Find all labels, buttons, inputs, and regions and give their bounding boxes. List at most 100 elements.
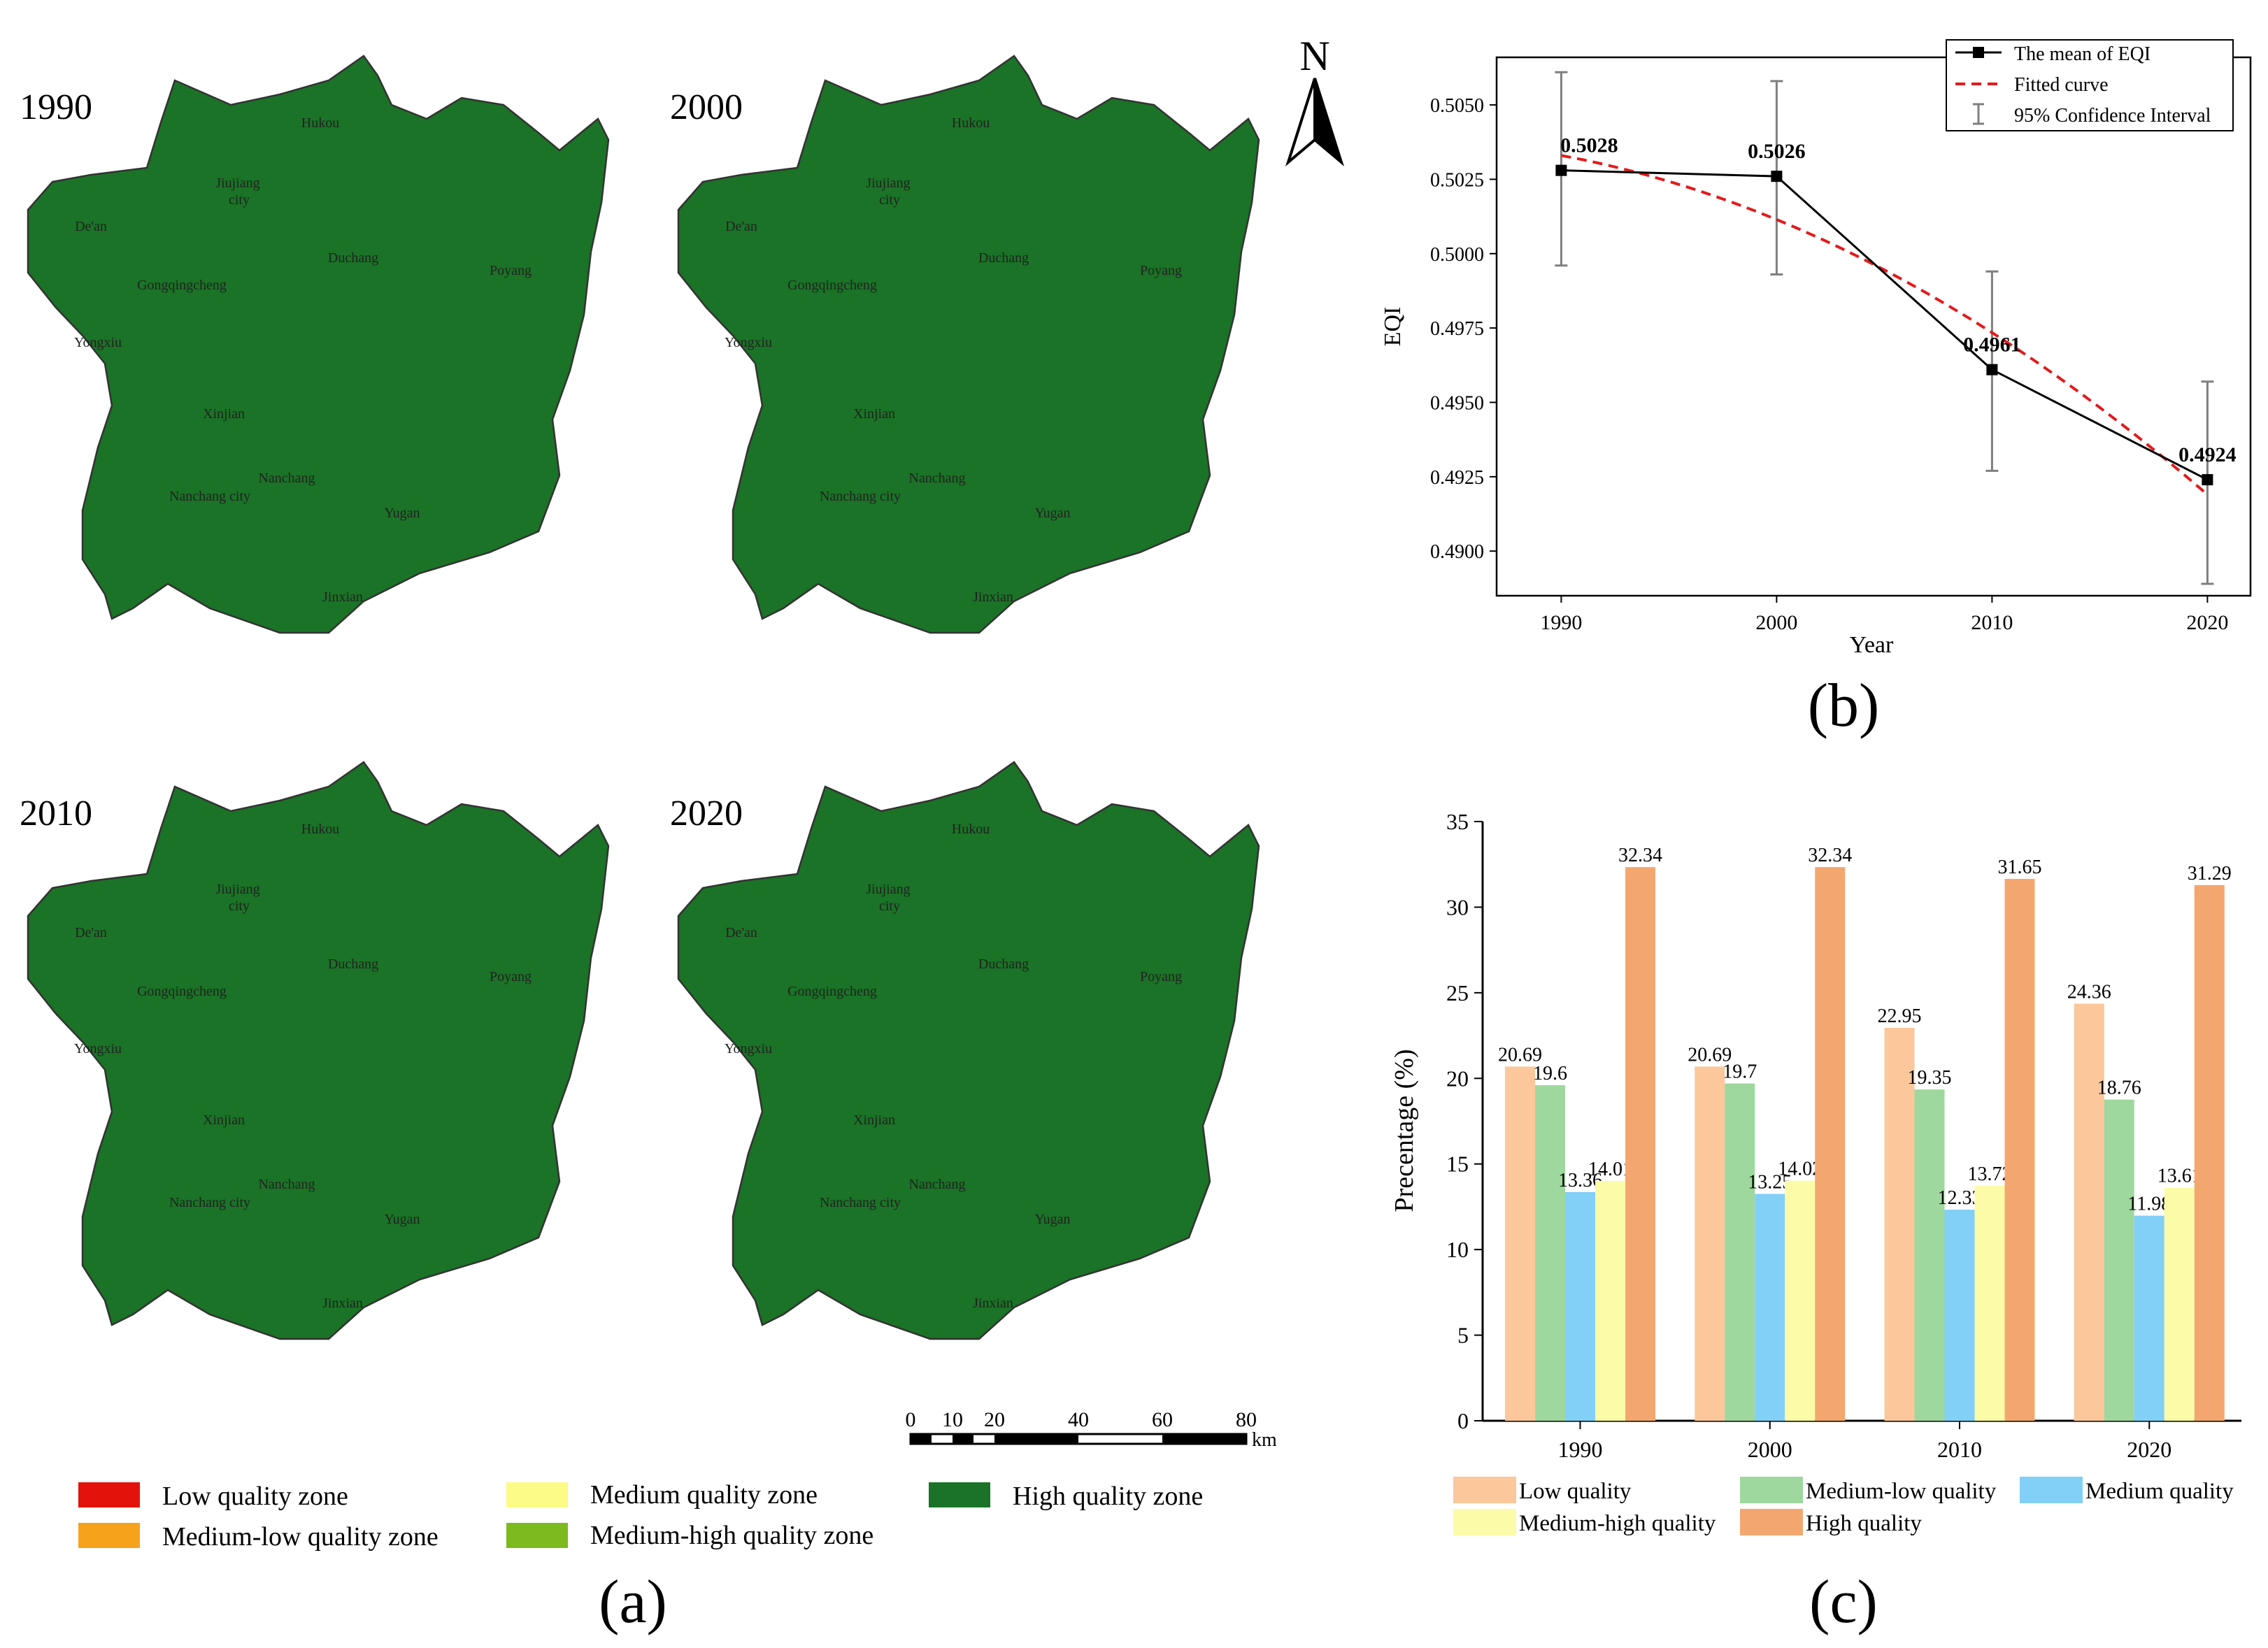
place-label: Gongqingcheng [137, 984, 227, 999]
scale-seg-2 [953, 1434, 973, 1444]
bar-value-label: 12.33 [1938, 1187, 1982, 1209]
bar [1914, 1089, 1945, 1421]
place-label: Xinjian [203, 406, 245, 422]
place-label: Hukou [301, 822, 339, 837]
y-tick-label: 20 [1446, 1066, 1469, 1091]
bar-value-label: 19.6 [1533, 1063, 1567, 1084]
place-label: Poyang [490, 263, 532, 278]
map-year-label: 2020 [670, 794, 743, 833]
y-tick-label: 25 [1446, 980, 1469, 1005]
place-label: city [879, 898, 900, 914]
bar-value-label: 19.7 [1723, 1061, 1757, 1083]
y-tick-label: 30 [1446, 894, 1469, 919]
legend-label-medium-high: Medium-high quality zone [590, 1521, 873, 1550]
mean-eqi-point [1555, 164, 1567, 176]
bar [2134, 1215, 2164, 1421]
map-legend: Low quality zone Medium-low quality zone… [78, 1480, 1203, 1552]
place-label: De'an [725, 925, 757, 940]
panel-label-a: (a) [599, 1568, 667, 1636]
place-label: Xinjian [853, 1112, 895, 1128]
legend-mean-label: The mean of EQI [2014, 43, 2151, 65]
place-label: Yugan [384, 506, 420, 521]
eqi-data-label: 0.4924 [2178, 443, 2237, 466]
bar-value-label: 20.69 [1688, 1044, 1732, 1066]
scale-seg-4 [1162, 1434, 1246, 1444]
place-label: Hukou [301, 115, 339, 131]
bar [1944, 1210, 1975, 1421]
line-chart-marks: 0.5028 0.5026 0.4961 0.4924 [1555, 71, 2237, 585]
map-outline [27, 55, 610, 634]
place-label: Poyang [490, 969, 532, 984]
place-label: Yongxiu [725, 1041, 772, 1056]
legend-swatch-medium [506, 1482, 568, 1507]
x-tick-label: 2010 [1971, 611, 2013, 634]
bar-value-label: 32.34 [1808, 845, 1852, 866]
bar [1974, 1186, 2005, 1421]
scale-tick-80: 80 [1236, 1408, 1257, 1431]
line-chart-axes: 1990 2000 2010 2020 0.4900 0.4925 0.4950 0.4975… [1430, 95, 2228, 634]
bar-chart-axes: 0 5 10 15 20 25 30 35 1990 2000 2010 2020 [1446, 809, 2241, 1462]
scale-tick-60: 60 [1152, 1408, 1173, 1431]
place-label: Duchang [978, 250, 1029, 266]
place-label: Gongqingcheng [787, 278, 877, 293]
bar [2074, 1003, 2104, 1421]
x-tick-label: 1990 [1540, 611, 1582, 634]
place-label: Jiujiang [215, 175, 259, 191]
legend-swatch-medium-high-quality [1453, 1509, 1516, 1535]
map-panel: 1990 HukouJiujiangcityDe'anDuchangPoyangG… [20, 55, 1260, 1340]
legend-label-high-quality: High quality [1806, 1511, 1922, 1536]
x-tick-label: 2020 [2127, 1437, 2171, 1462]
place-label: city [229, 192, 250, 208]
mean-eqi-point [1986, 364, 1998, 375]
bar [2104, 1099, 2134, 1421]
x-tick-label: 2010 [1937, 1437, 1982, 1462]
place-label: De'an [725, 219, 757, 234]
y-tick-label: 10 [1446, 1237, 1469, 1262]
legend-label-medium: Medium quality zone [590, 1480, 818, 1510]
place-label: Duchang [328, 250, 378, 266]
place-label: Nanchang city [820, 1195, 901, 1210]
fitted-curve [1561, 154, 2209, 496]
place-label: Yugan [1034, 506, 1070, 521]
bar [1785, 1180, 1816, 1421]
eqi-data-label: 0.5028 [1560, 134, 1618, 157]
place-label: Jiujiang [866, 882, 910, 897]
bar [1695, 1066, 1725, 1421]
north-label: N [1299, 33, 1329, 79]
panel-label-c: (c) [1809, 1568, 1878, 1636]
line-chart-ylabel: EQI [1380, 307, 1406, 347]
mean-eqi-point [2202, 474, 2213, 486]
y-tick-label: 0.4900 [1430, 541, 1484, 563]
eqi-line-chart: 1990 2000 2010 2020 0.4900 0.4925 0.4950 0.4975… [1380, 39, 2252, 658]
place-label: Nanchang [908, 471, 965, 486]
bar [1505, 1066, 1535, 1421]
bar [2164, 1187, 2195, 1421]
bar-value-label: 13.36 [1558, 1170, 1602, 1191]
legend-swatch-low [78, 1482, 140, 1507]
place-label: De'an [75, 219, 107, 234]
percentage-bar-chart: 0 5 10 15 20 25 30 35 1990 2000 2010 2020 Precentag… [1390, 809, 2241, 1536]
place-label: Nanchang [258, 1177, 315, 1192]
panel-label-b: (b) [1808, 672, 1880, 740]
bar [1565, 1191, 1595, 1421]
place-label: Jiujiang [866, 175, 910, 191]
place-label: Duchang [978, 956, 1029, 972]
bar [1815, 867, 1846, 1421]
place-label: Yugan [384, 1212, 420, 1227]
y-tick-label: 0.5000 [1430, 244, 1484, 266]
north-arrow-right-icon [1313, 78, 1344, 166]
bar-value-label: 24.36 [2067, 982, 2111, 1003]
y-tick-label: 0.4950 [1430, 392, 1484, 414]
bar [1755, 1194, 1785, 1421]
place-label: Nanchang [258, 471, 315, 486]
bar-value-label: 20.69 [1498, 1044, 1542, 1066]
legend-swatch-medium-low-quality [1740, 1477, 1803, 1503]
y-tick-label: 0.4925 [1430, 467, 1484, 489]
bar [1535, 1085, 1565, 1421]
bar-chart-bars: 20.6919.613.3614.0132.3420.6919.713.2514… [1498, 845, 2232, 1421]
place-label: Poyang [1140, 969, 1182, 984]
